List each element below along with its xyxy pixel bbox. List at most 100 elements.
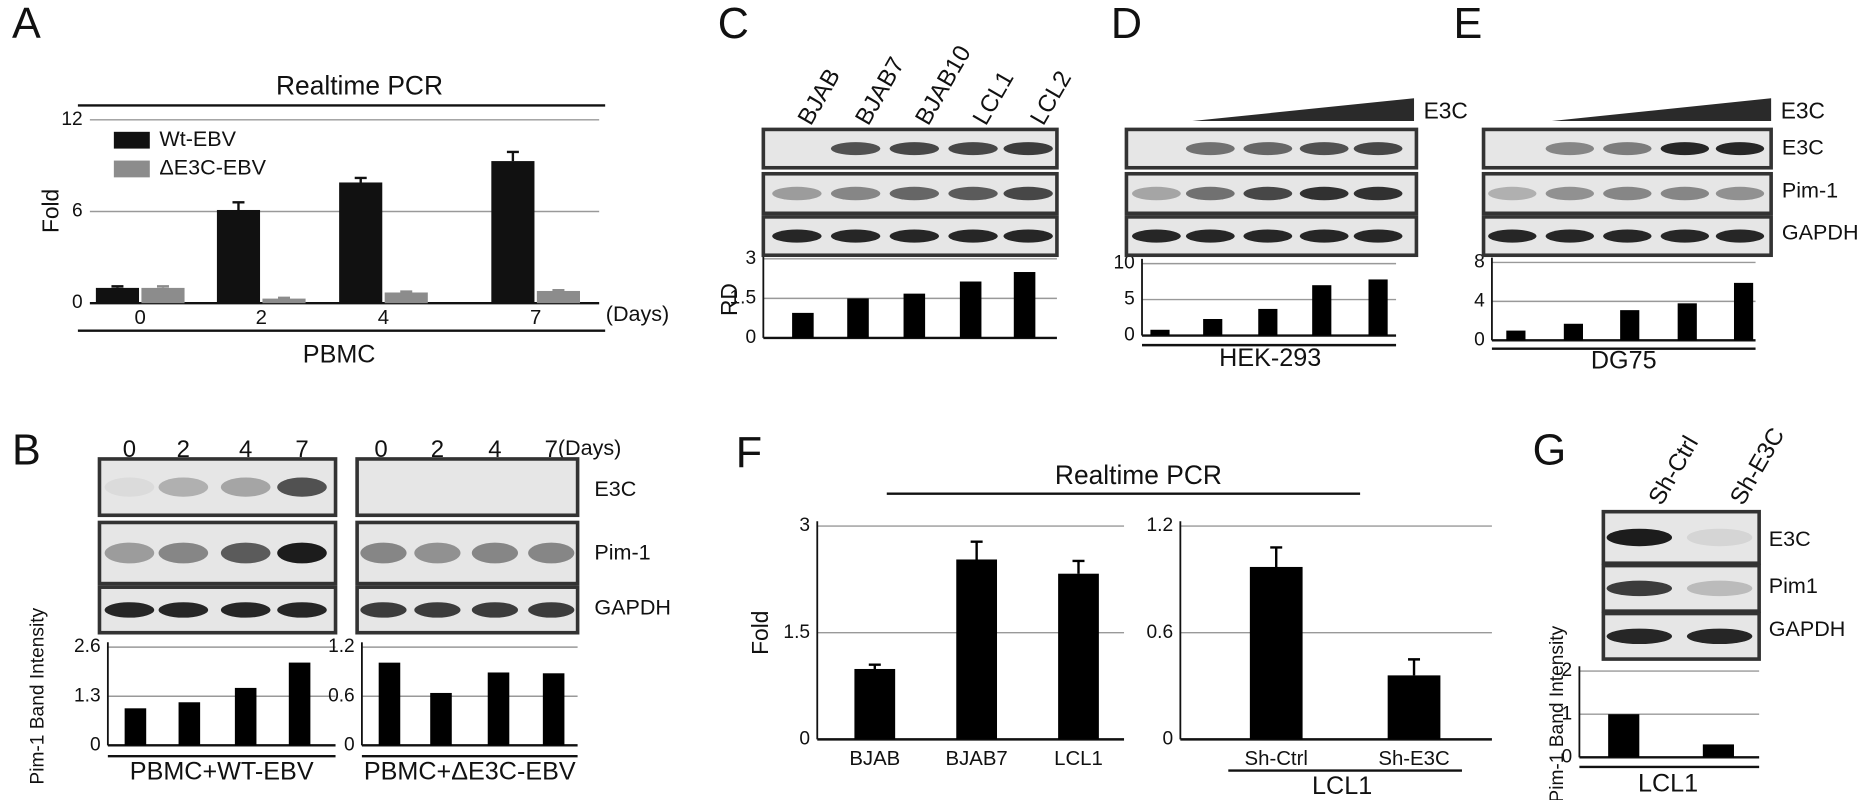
y-tick-label: 0 <box>1562 746 1573 767</box>
y-axis-label: Fold <box>38 189 64 233</box>
blot-band <box>1185 229 1235 243</box>
blot-band <box>1243 142 1293 156</box>
blot-band <box>889 186 939 201</box>
dose-triangle <box>1551 98 1772 122</box>
blot-band <box>471 602 519 618</box>
panel-letter: E <box>1454 0 1483 48</box>
bar <box>1387 675 1441 740</box>
legend-swatch <box>113 131 150 149</box>
bar <box>216 209 261 304</box>
error-bar <box>278 296 291 300</box>
blot-band <box>1660 229 1710 243</box>
lane-label: LCL2 <box>1025 66 1077 129</box>
blot-band <box>1243 229 1293 243</box>
error-bar <box>354 176 367 183</box>
x-tick-label: BJAB7 <box>946 748 1008 770</box>
x-axis-label: PBMC+ΔE3C-EBV <box>364 758 576 786</box>
error-bar <box>552 288 565 292</box>
blot-strip <box>97 585 338 635</box>
blot-band <box>360 602 407 618</box>
blot-label: Pim-1 <box>594 539 650 564</box>
blot-label: E3C <box>1782 134 1824 159</box>
blot-band <box>1686 628 1753 645</box>
x-axis-label: HEK-293 <box>1219 344 1321 372</box>
blot-band <box>277 602 327 618</box>
bar <box>339 182 383 304</box>
x-axis-label: LCL1 <box>1638 770 1698 798</box>
y-axis-label: Pim-1 Band Intensity <box>27 607 48 784</box>
y-tick-label: 2.6 <box>74 636 101 657</box>
y-tick-label: 0 <box>344 734 355 755</box>
bar <box>124 708 147 746</box>
blot-band <box>1603 186 1652 201</box>
triangle-label: E3C <box>1781 98 1825 124</box>
blot-band <box>1715 229 1765 243</box>
y-tick-label: 2 <box>1562 660 1573 681</box>
bar <box>1312 285 1332 336</box>
blot-band <box>1606 628 1673 645</box>
bar <box>288 662 311 746</box>
bar <box>487 672 510 746</box>
bar <box>1368 279 1388 336</box>
panel-letter: G <box>1533 426 1567 474</box>
blot-band <box>1353 186 1403 201</box>
blot-band <box>1243 186 1293 201</box>
bar <box>95 287 140 304</box>
x-axis-label: PBMC <box>303 341 376 369</box>
blot-band <box>158 542 209 564</box>
blot-band <box>1353 142 1403 156</box>
y-axis-label: RD <box>716 283 742 316</box>
bar <box>1058 573 1099 740</box>
y-tick-label: 1 <box>1562 703 1573 724</box>
x-unit: (Days) <box>606 301 669 326</box>
bar <box>1258 308 1278 336</box>
blot-band <box>1185 186 1235 201</box>
blot-band <box>830 229 881 243</box>
bar <box>847 298 869 338</box>
blot-band <box>948 229 998 243</box>
error-bar <box>868 663 881 669</box>
x-tick-label: 2 <box>256 307 267 329</box>
bar <box>234 687 257 746</box>
error-bar <box>1270 546 1283 567</box>
y-tick-label: 0 <box>90 734 101 755</box>
blot-band <box>1603 142 1652 156</box>
blot-band <box>1545 186 1594 201</box>
bar <box>1563 323 1583 341</box>
bar <box>1733 282 1754 341</box>
legend-label: ΔE3C-EBV <box>159 155 266 180</box>
x-tick-label: Sh-E3C <box>1378 748 1449 770</box>
bar <box>1677 303 1697 341</box>
blot-band <box>528 602 575 618</box>
bar <box>792 312 814 338</box>
bar <box>959 281 982 338</box>
blot-band <box>1003 229 1053 243</box>
bar <box>536 290 580 304</box>
blot-label: Pim1 <box>1769 573 1818 598</box>
blot-band <box>104 542 155 564</box>
blot-band <box>1353 229 1403 243</box>
blot-band <box>158 602 209 618</box>
blot-band <box>1488 229 1537 243</box>
lane-label: 2 <box>177 436 190 463</box>
blot-band <box>889 229 939 243</box>
lane-label: 2 <box>431 436 444 463</box>
panel-letter: B <box>12 426 41 474</box>
bar <box>1203 318 1223 336</box>
panel-letter: A <box>12 0 41 48</box>
y-tick-label: 8 <box>1474 251 1485 272</box>
triangle-label: E3C <box>1424 98 1468 124</box>
panel-letter: D <box>1111 0 1142 48</box>
bar <box>1506 330 1526 341</box>
blot-band <box>414 602 461 618</box>
blot-strip <box>355 520 580 586</box>
bar <box>178 702 201 746</box>
bar <box>384 292 428 304</box>
bar <box>1013 272 1036 338</box>
blot-band <box>471 542 519 564</box>
blot-band <box>1299 229 1349 243</box>
y-tick-label: 1.5 <box>783 622 810 643</box>
y-tick-label: 0 <box>1124 325 1135 346</box>
bar <box>1249 566 1303 740</box>
